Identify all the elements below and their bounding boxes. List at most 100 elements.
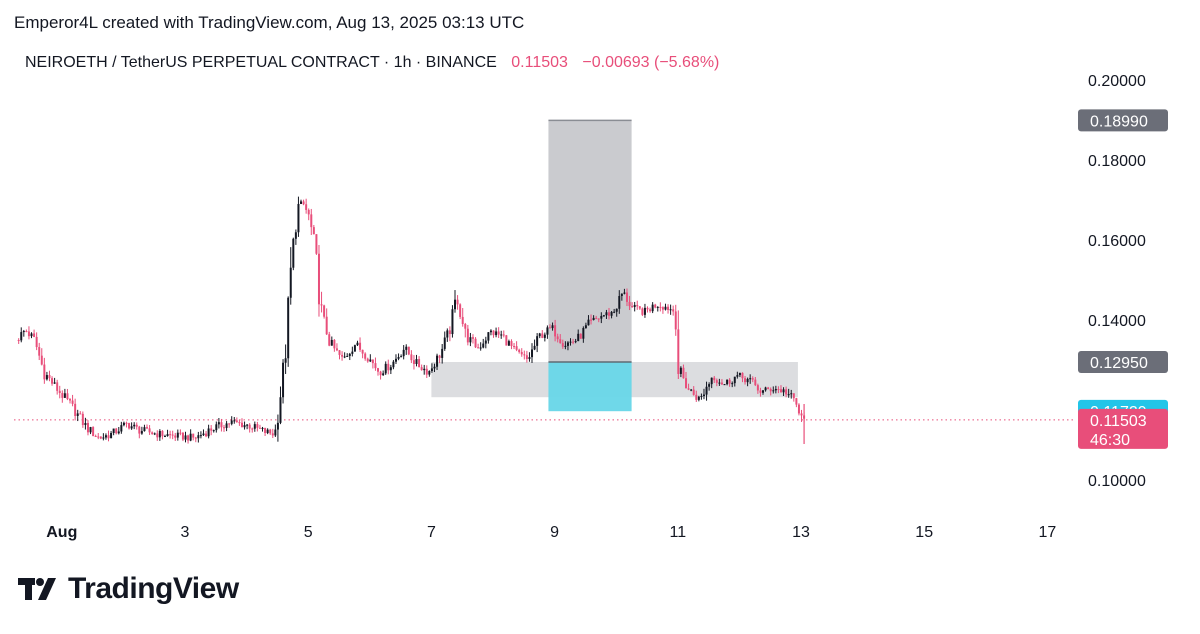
candle-body bbox=[477, 347, 480, 349]
candle-body bbox=[330, 339, 333, 346]
candle-body bbox=[566, 342, 569, 346]
candle-body bbox=[428, 371, 431, 375]
candle-body bbox=[782, 389, 785, 393]
candle-body bbox=[610, 311, 613, 316]
candle-body bbox=[489, 330, 492, 333]
candle-body bbox=[230, 420, 233, 424]
candle-body bbox=[792, 393, 795, 399]
candle-body bbox=[613, 311, 616, 313]
candle-body bbox=[677, 329, 680, 374]
candle-body bbox=[71, 400, 74, 404]
candle-body bbox=[777, 388, 780, 390]
candle-body bbox=[117, 431, 120, 434]
candle-body bbox=[310, 214, 313, 228]
candle-body bbox=[710, 377, 713, 385]
candle-body bbox=[300, 201, 303, 204]
candle-body bbox=[643, 307, 646, 315]
candle-body bbox=[328, 334, 331, 346]
candle-body bbox=[584, 325, 587, 329]
candle-body bbox=[674, 311, 677, 330]
candle-body bbox=[528, 357, 531, 360]
candle-body bbox=[392, 361, 395, 368]
time-axis-tick: 13 bbox=[792, 524, 810, 541]
candle-body bbox=[713, 377, 716, 381]
candle-body bbox=[377, 368, 380, 372]
candle-body bbox=[107, 435, 110, 439]
candle-body bbox=[623, 292, 626, 294]
candle-body bbox=[338, 350, 341, 355]
candle-body bbox=[33, 333, 36, 337]
candle-body bbox=[63, 393, 66, 398]
candle-body bbox=[682, 367, 685, 379]
candle-body bbox=[762, 390, 765, 393]
tradingview-logo-icon bbox=[18, 578, 56, 600]
candle-body bbox=[104, 435, 107, 438]
candle-body bbox=[569, 341, 572, 343]
candle-body bbox=[482, 343, 485, 348]
candle-body bbox=[153, 433, 156, 435]
candle-body bbox=[756, 385, 759, 391]
candle-body bbox=[423, 368, 426, 371]
candle-body bbox=[800, 413, 803, 416]
candle-body bbox=[261, 427, 264, 429]
candle-body bbox=[551, 325, 554, 329]
candle-body bbox=[572, 341, 575, 343]
candle-body bbox=[520, 352, 523, 355]
candle-body bbox=[561, 343, 564, 347]
candle-body bbox=[790, 393, 793, 395]
candle-body bbox=[317, 253, 320, 305]
candle-body bbox=[479, 347, 482, 349]
symbol-legend: NEIROETH / TetherUS PERPETUAL CONTRACT ·… bbox=[25, 54, 719, 72]
candle-body bbox=[518, 349, 521, 353]
candle-body bbox=[605, 312, 608, 316]
candle-body bbox=[215, 424, 218, 431]
candle-body bbox=[130, 426, 133, 429]
candle-body bbox=[523, 354, 526, 356]
candle-body bbox=[110, 433, 113, 439]
candle-body bbox=[256, 424, 259, 428]
candle-body bbox=[48, 375, 51, 379]
candle-body bbox=[112, 428, 115, 434]
candle-body bbox=[636, 304, 639, 307]
candle-body bbox=[353, 345, 356, 352]
candle-body bbox=[454, 299, 457, 310]
candle-body bbox=[238, 422, 241, 424]
candle-body bbox=[649, 309, 652, 312]
candle-body bbox=[315, 234, 318, 254]
candle-body bbox=[89, 427, 92, 433]
price-axis-tick: 0.20000 bbox=[1088, 73, 1146, 90]
candle-body bbox=[212, 430, 215, 432]
candle-body bbox=[651, 304, 654, 312]
candle-body bbox=[608, 312, 611, 316]
time-axis: Aug 3 5 7 9 11 13 15 17 bbox=[46, 524, 1056, 541]
candle-body bbox=[81, 413, 84, 426]
candle-body bbox=[294, 232, 297, 239]
candle-body bbox=[348, 353, 351, 357]
time-axis-tick: 5 bbox=[304, 524, 313, 541]
chart-caption: Emperor4L created with TradingView.com, … bbox=[14, 13, 525, 32]
candle-body bbox=[389, 367, 392, 371]
candle-body bbox=[366, 358, 369, 362]
candle-body bbox=[556, 336, 559, 340]
tradingview-wordmark: TradingView bbox=[68, 572, 239, 605]
candle-body bbox=[661, 307, 664, 310]
candle-body bbox=[205, 433, 208, 437]
candle-body bbox=[795, 398, 798, 405]
candle-body bbox=[374, 363, 377, 369]
candle-body bbox=[184, 435, 187, 440]
candle-body bbox=[687, 388, 690, 390]
candle-body bbox=[151, 432, 154, 434]
candle-body bbox=[84, 422, 87, 426]
candle-body bbox=[274, 429, 277, 436]
candle-body bbox=[625, 292, 628, 302]
candle-body bbox=[471, 337, 474, 339]
candle-body bbox=[695, 394, 698, 400]
candle-body bbox=[631, 306, 634, 308]
candle-body bbox=[40, 355, 43, 365]
candle-body bbox=[564, 345, 567, 347]
candle-body bbox=[620, 293, 623, 297]
candle-body bbox=[379, 371, 382, 376]
candle-body bbox=[45, 375, 48, 380]
